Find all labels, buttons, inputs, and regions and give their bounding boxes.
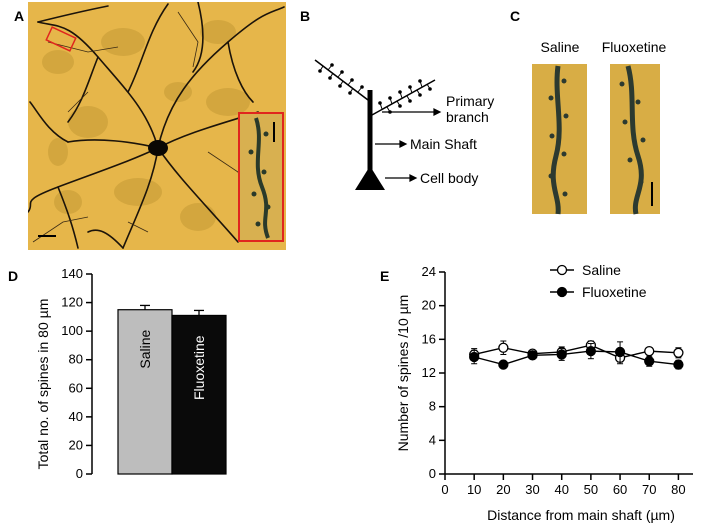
data-point-saline [644, 345, 655, 357]
saline-dendrite [550, 65, 562, 215]
data-point-fluoxetine [614, 346, 626, 358]
panel-letter-e: E [380, 268, 390, 284]
line-y-tick-label: 16 [422, 331, 436, 346]
bar-y-tick-label: 40 [69, 409, 83, 424]
bar-y-tick-label: 80 [69, 352, 83, 367]
label-saline-image: Saline [541, 39, 580, 55]
legend-label-saline: Saline [582, 262, 621, 278]
label-fluoxetine-image: Fluoxetine [602, 39, 667, 55]
line-x-tick-label: 50 [584, 482, 598, 497]
label-primary-line2: branch [446, 109, 489, 125]
inset-spines [248, 131, 271, 227]
dendrite-comparison: Saline Fluoxetine [532, 39, 667, 215]
bar-y-tick-label: 60 [69, 380, 83, 395]
line-x-tick-label: 60 [613, 482, 627, 497]
data-point-fluoxetine [498, 359, 509, 370]
bar-chart-ylabel: Total no. of spines in 80 µm [35, 299, 51, 470]
legend-label-fluoxetine: Fluoxetine [582, 284, 647, 300]
primary-branch-left [314, 59, 369, 101]
data-point-fluoxetine [673, 359, 684, 370]
fluoxetine-spines [619, 81, 646, 185]
legend-marker-fluoxetine [556, 286, 568, 298]
line-x-tick-label: 10 [467, 482, 481, 497]
bar-y-tick-label: 140 [61, 266, 83, 281]
dendrite-tracings [28, 2, 285, 249]
schematic-spines [318, 63, 432, 114]
bar-y-tick-label: 0 [76, 466, 83, 481]
line-chart: 0 4 8 12 16 20 24 0 10 20 30 40 50 60 70 80 Saline Fluox… [395, 262, 693, 523]
data-point-saline [673, 347, 684, 358]
primary-branch-right [371, 79, 436, 116]
bar-y-tick-label: 120 [61, 295, 83, 310]
line-chart-ylabel: Number of spines /10 µm [395, 295, 411, 452]
cell-body-triangle [355, 166, 385, 190]
line-y-tick-label: 12 [422, 365, 436, 380]
data-point-fluoxetine [469, 351, 480, 363]
data-point-fluoxetine [644, 356, 655, 367]
line-chart-legend: Saline Fluoxetine [550, 262, 647, 300]
selected-region-box [45, 26, 77, 52]
bar-chart-axes: 0 20 40 60 80 100 120 140 [61, 266, 93, 481]
line-chart-axes: 0 4 8 12 16 20 24 0 10 20 30 40 50 60 70 80 [422, 264, 693, 497]
line-x-tick-label: 80 [671, 482, 685, 497]
neuron-micrograph [28, 2, 286, 250]
line-x-tick-label: 70 [642, 482, 656, 497]
panel-letter-c: C [510, 8, 521, 24]
label-main-shaft: Main Shaft [410, 136, 477, 152]
line-chart-xlabel: Distance from main shaft (µm) [487, 507, 675, 523]
bar-label-saline: Saline [137, 330, 153, 369]
bar-fluoxetine [171, 314, 227, 475]
line-y-tick-label: 24 [422, 264, 436, 279]
bar-y-tick-label: 100 [61, 323, 83, 338]
bar-saline [117, 309, 173, 475]
panel-letter-d: D [8, 268, 19, 284]
label-primary-line1: Primary [446, 93, 494, 109]
line-y-tick-label: 8 [429, 399, 436, 414]
fluoxetine-dendrite [625, 65, 644, 215]
neuron-schematic: Primary branch Main Shaft Cell body [314, 59, 494, 190]
legend-marker-saline [556, 264, 568, 276]
line-chart-marks [469, 340, 684, 370]
bar-chart: 0 20 40 60 80 100 120 140 Saline Fluoxetine Tota… [35, 266, 227, 481]
schematic-arrows [375, 108, 442, 182]
data-point-fluoxetine [585, 345, 597, 357]
panel-letter-b: B [300, 8, 311, 24]
line-y-tick-label: 20 [422, 298, 436, 313]
line-y-tick-label: 4 [429, 432, 436, 447]
line-x-tick-label: 30 [525, 482, 539, 497]
saline-spines [548, 78, 569, 197]
bar-y-tick-label: 20 [69, 437, 83, 452]
cell-body [148, 140, 168, 156]
label-cell-body: Cell body [420, 170, 478, 186]
data-point-fluoxetine [556, 349, 567, 360]
line-x-tick-label: 20 [496, 482, 510, 497]
data-point-fluoxetine [527, 350, 538, 361]
line-y-tick-label: 0 [429, 466, 436, 481]
panel-letter-a: A [14, 8, 25, 24]
line-x-tick-label: 0 [441, 482, 448, 497]
data-point-saline [498, 342, 509, 353]
line-x-tick-label: 40 [554, 482, 568, 497]
inset-dendrite [254, 117, 270, 239]
bar-label-fluoxetine: Fluoxetine [191, 335, 207, 400]
bar-chart-marks: Saline Fluoxetine [117, 304, 227, 475]
